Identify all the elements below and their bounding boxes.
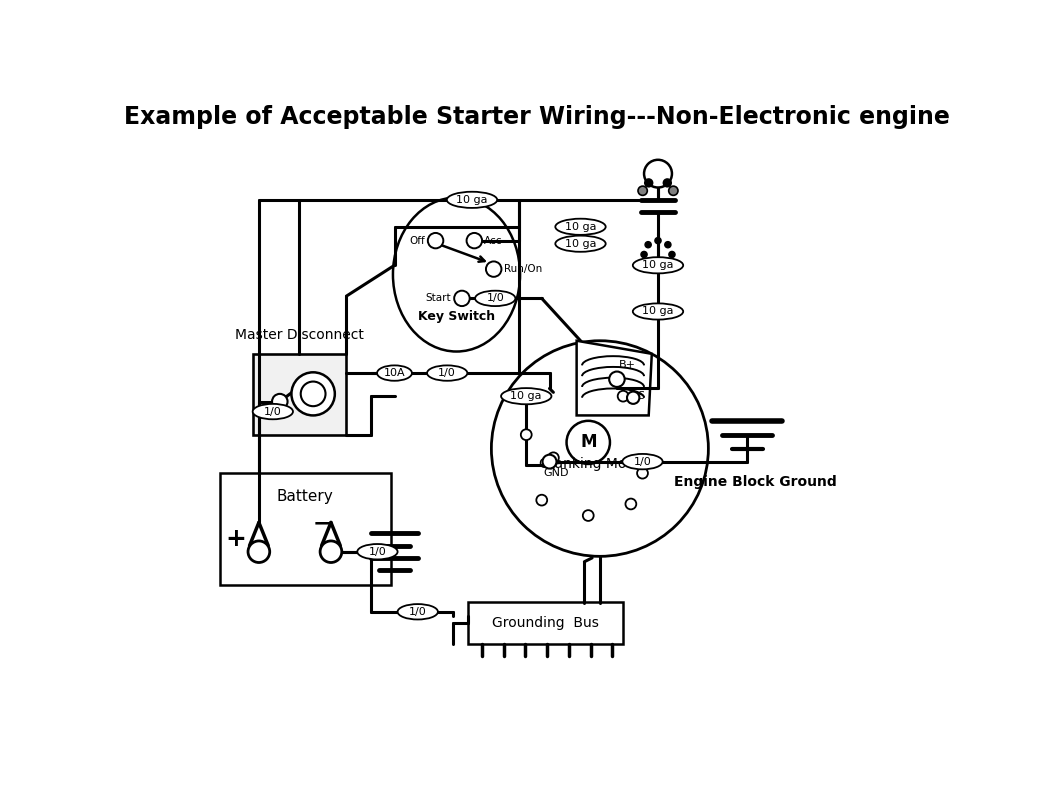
Circle shape	[637, 467, 648, 479]
Text: 1/0: 1/0	[264, 407, 282, 416]
Bar	[220, 473, 391, 585]
Circle shape	[521, 429, 531, 440]
Ellipse shape	[393, 197, 520, 352]
Ellipse shape	[475, 291, 516, 306]
Text: 10 ga: 10 ga	[565, 239, 596, 248]
Text: Run/On: Run/On	[504, 264, 542, 274]
Bar	[253, 354, 347, 435]
Text: Engine Block Ground: Engine Block Ground	[674, 475, 836, 490]
Bar	[253, 354, 347, 435]
Circle shape	[537, 391, 547, 402]
Bar	[468, 602, 624, 644]
Circle shape	[466, 233, 482, 248]
Circle shape	[609, 372, 625, 387]
Circle shape	[617, 391, 629, 402]
Ellipse shape	[357, 544, 397, 559]
Circle shape	[627, 392, 639, 403]
Circle shape	[543, 455, 556, 468]
Circle shape	[645, 241, 651, 248]
Text: 10A: 10A	[384, 368, 406, 378]
Text: 1/0: 1/0	[634, 457, 652, 467]
Text: Acc: Acc	[484, 236, 503, 245]
Text: 10 ga: 10 ga	[642, 260, 674, 270]
Text: GND: GND	[543, 468, 568, 478]
Ellipse shape	[501, 388, 551, 404]
Text: 10 ga: 10 ga	[510, 392, 542, 401]
Text: Key Switch: Key Switch	[418, 310, 495, 324]
Circle shape	[454, 291, 470, 306]
Text: Grounding  Bus: Grounding Bus	[493, 616, 599, 630]
Text: Battery: Battery	[277, 489, 333, 504]
Text: 1/0: 1/0	[369, 547, 387, 557]
Circle shape	[664, 261, 671, 268]
Circle shape	[626, 499, 636, 510]
Circle shape	[645, 179, 653, 187]
Polygon shape	[576, 340, 652, 415]
Text: 10 ga: 10 ga	[642, 307, 674, 316]
Circle shape	[655, 237, 661, 244]
Circle shape	[291, 372, 334, 415]
Text: S: S	[637, 392, 645, 401]
Circle shape	[492, 340, 708, 556]
Circle shape	[486, 261, 501, 276]
Circle shape	[301, 382, 326, 406]
Circle shape	[567, 421, 610, 464]
Circle shape	[638, 186, 648, 196]
Circle shape	[537, 495, 547, 506]
Text: Start: Start	[425, 293, 451, 304]
Ellipse shape	[623, 454, 662, 469]
Circle shape	[645, 261, 651, 268]
Circle shape	[669, 252, 675, 257]
Text: Master Disconnect: Master Disconnect	[235, 328, 364, 342]
Text: 1/0: 1/0	[409, 606, 427, 617]
Text: −: −	[313, 513, 332, 533]
Text: 10 ga: 10 ga	[565, 222, 596, 232]
Circle shape	[669, 186, 678, 196]
Circle shape	[655, 265, 661, 272]
Circle shape	[428, 233, 443, 248]
Ellipse shape	[253, 403, 293, 419]
Circle shape	[248, 541, 269, 562]
Ellipse shape	[555, 219, 606, 235]
Text: Example of Acceptable Starter Wiring---Non-Electronic engine: Example of Acceptable Starter Wiring---N…	[124, 105, 951, 129]
Text: 10 ga: 10 ga	[456, 195, 487, 205]
Circle shape	[663, 179, 671, 187]
Ellipse shape	[633, 304, 683, 320]
Text: Cranking Motor: Cranking Motor	[539, 457, 646, 471]
Text: 1/0: 1/0	[486, 293, 504, 304]
Circle shape	[641, 252, 648, 257]
Text: +: +	[225, 527, 246, 551]
Text: B+: B+	[618, 360, 635, 371]
Circle shape	[645, 160, 672, 188]
Ellipse shape	[555, 236, 606, 252]
Text: M: M	[580, 433, 596, 451]
Ellipse shape	[446, 192, 497, 208]
Ellipse shape	[633, 257, 683, 273]
Ellipse shape	[397, 604, 438, 619]
Ellipse shape	[427, 365, 467, 381]
Circle shape	[548, 452, 559, 463]
Text: 1/0: 1/0	[438, 368, 456, 378]
Circle shape	[664, 241, 671, 248]
Text: Off: Off	[409, 236, 424, 245]
Circle shape	[320, 541, 342, 562]
Circle shape	[583, 510, 593, 521]
Ellipse shape	[377, 365, 412, 381]
Circle shape	[272, 394, 287, 409]
